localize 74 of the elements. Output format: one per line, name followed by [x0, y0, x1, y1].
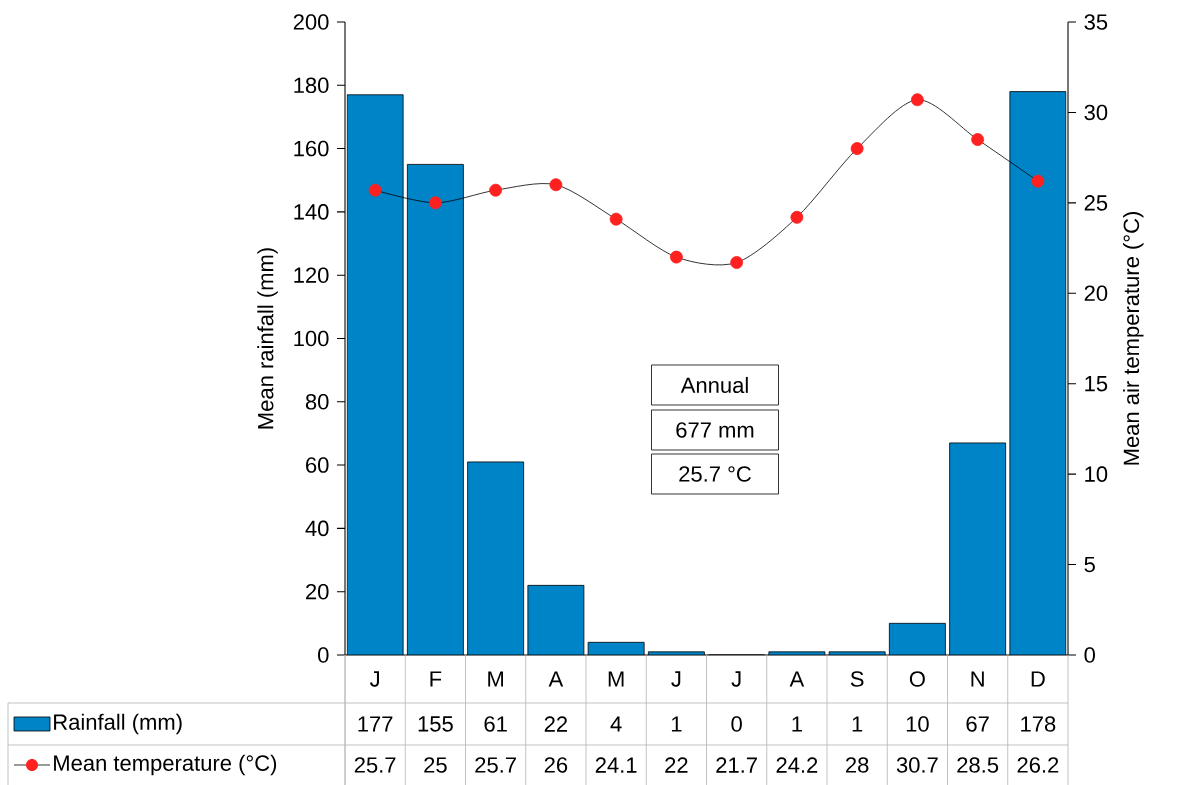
data-label: 1 [852, 716, 863, 732]
data-label: 22 [665, 757, 688, 773]
data-label: 177 [358, 716, 393, 732]
data-label: 28 [846, 757, 869, 773]
x-tick-label: M [488, 671, 503, 687]
point [609, 212, 623, 226]
point [428, 196, 442, 210]
legend-label: Rainfall (mm) [54, 713, 182, 735]
y2-tick-label: 35 [1084, 14, 1108, 30]
point [971, 132, 985, 146]
data-label: 26.2 [1017, 757, 1059, 773]
y2-tick-label: 10 [1085, 466, 1108, 482]
x-tick-label: S [850, 671, 864, 687]
y-tick-label: 80 [305, 393, 329, 410]
y2-axis-title: Mean air temperature (°C) [1123, 211, 1144, 465]
point [850, 142, 864, 155]
data-label: 4 [610, 716, 622, 732]
data-label: 26 [544, 757, 568, 773]
legend-label: Mean temperature (°C) [54, 754, 277, 776]
y-tick-label: 140 [294, 203, 329, 220]
annotation: 25.7 °C [679, 466, 751, 482]
y-tick-label: 60 [306, 457, 329, 473]
y-tick-label: 20 [306, 583, 329, 600]
y-tick-label: 160 [294, 140, 329, 157]
data-label: 28.5 [957, 757, 999, 773]
data-label: 22 [544, 716, 568, 732]
y2-tick-label: 25 [1084, 194, 1108, 211]
data-label: 67 [966, 716, 989, 732]
y-tick-label: 200 [293, 14, 329, 30]
y2-tick-label: 0 [1084, 647, 1095, 663]
point [368, 183, 382, 197]
data-label: 61 [484, 716, 507, 732]
data-label: 30.7 [896, 757, 938, 773]
data-label: 1 [671, 716, 682, 732]
data-label: 25.7 [475, 757, 516, 773]
y-tick-label: 0 [318, 647, 329, 663]
y2-tick-label: 30 [1084, 104, 1108, 121]
point [669, 250, 683, 264]
x-tick-label: O [909, 671, 925, 687]
point [549, 178, 563, 191]
data-label: 1 [792, 716, 802, 732]
point [1031, 174, 1045, 188]
y2-tick-label: 5 [1084, 556, 1095, 573]
point [910, 93, 924, 106]
data-label: 155 [418, 716, 453, 732]
data-label: 21.7 [716, 757, 757, 773]
x-tick-label: J [369, 671, 379, 687]
x-tick-label: A [789, 671, 805, 687]
x-tick-label: D [1031, 671, 1045, 687]
y2-tick-label: 20 [1084, 285, 1108, 301]
data-label: 24.2 [776, 757, 818, 773]
annotation: 677 mm [676, 422, 754, 438]
x-tick-label: M [608, 671, 624, 687]
data-label: 24.1 [595, 757, 637, 773]
x-tick-label: A [548, 671, 564, 687]
y-tick-label: 180 [294, 77, 329, 93]
point [790, 210, 804, 224]
data-label: 0 [731, 716, 742, 732]
x-tick-label: N [971, 671, 984, 687]
annotation: Annual [680, 376, 748, 393]
point [730, 255, 744, 269]
y2-tick-label: 15 [1085, 375, 1108, 392]
y-tick-label: 100 [294, 330, 329, 347]
data-label: 25 [424, 757, 447, 773]
data-label: 25.7 [354, 757, 396, 773]
data-label: 10 [906, 716, 929, 732]
x-tick-label: J [671, 671, 681, 687]
data-label: 178 [1021, 716, 1056, 732]
y-tick-label: 120 [294, 267, 329, 283]
x-tick-label: F [430, 671, 442, 687]
y-tick-label: 40 [305, 520, 329, 536]
point [489, 183, 503, 197]
x-tick-label: J [731, 671, 741, 687]
y-axis-title: Mean rainfall (mm) [257, 248, 278, 429]
